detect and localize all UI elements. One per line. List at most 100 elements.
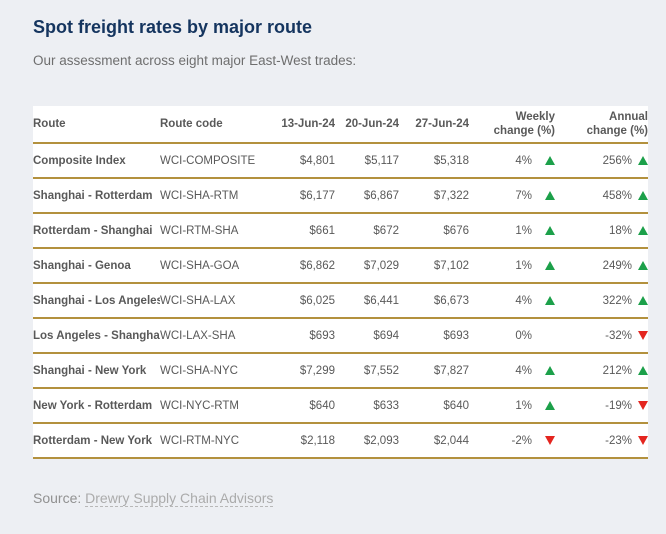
- annual-change-value: 18%: [608, 224, 632, 237]
- rate-20-jun-cell: $2,093: [363, 434, 399, 447]
- weekly-change-cell: 1%: [469, 213, 555, 248]
- rate-20-jun-cell: $694: [373, 329, 399, 342]
- route-cell: Los Angeles - Shanghai: [33, 329, 160, 342]
- weekly-change-cell: 1%: [469, 388, 555, 423]
- route-code-cell: WCI-SHA-RTM: [160, 189, 239, 202]
- weekly-change-cell: 4%: [469, 143, 555, 178]
- weekly-change-value: 7%: [515, 189, 532, 202]
- rate-13-jun-cell: $661: [309, 224, 335, 237]
- rate-27-jun-cell: $7,102: [433, 259, 469, 272]
- weekly-change-value: -2%: [511, 434, 532, 447]
- rate-20-jun-cell: $7,029: [363, 259, 399, 272]
- weekly-change-value: 4%: [515, 154, 532, 167]
- table-body: Composite Index WCI-COMPOSITE $4,801 $5,…: [33, 143, 648, 458]
- route-code-cell: WCI-NYC-RTM: [160, 399, 239, 412]
- route-cell: Composite Index: [33, 154, 126, 167]
- rate-27-jun-cell: $693: [443, 329, 469, 342]
- column-header-route: Route: [33, 118, 66, 130]
- rate-13-jun-cell: $7,299: [299, 364, 335, 377]
- table-row: New York - Rotterdam WCI-NYC-RTM $640 $6…: [33, 388, 648, 423]
- up-arrow-icon: [545, 191, 555, 200]
- up-arrow-icon: [638, 191, 648, 200]
- table-row: Composite Index WCI-COMPOSITE $4,801 $5,…: [33, 143, 648, 178]
- page-title: Spot freight rates by major route: [33, 17, 313, 37]
- up-arrow-icon: [638, 296, 648, 305]
- weekly-change-value: 4%: [515, 294, 532, 307]
- weekly-change-value: 0%: [515, 329, 532, 342]
- route-cell: Rotterdam - New York: [33, 434, 153, 447]
- source-line: Source: Drewry Supply Chain Advisors: [33, 490, 666, 507]
- rate-27-jun-cell: $6,673: [433, 294, 469, 307]
- rate-13-jun-cell: $6,177: [299, 189, 335, 202]
- annual-change-cell: -32%: [555, 318, 648, 353]
- annual-change-cell: 212%: [555, 353, 648, 388]
- annual-change-cell: 458%: [555, 178, 648, 213]
- route-cell: Shanghai - Genoa: [33, 259, 131, 272]
- annual-change-cell: -23%: [555, 423, 648, 458]
- table-header-row: Route Route code 13-Jun-24 20-Jun-24 27-…: [33, 106, 648, 143]
- table-row: Shanghai - Genoa WCI-SHA-GOA $6,862 $7,0…: [33, 248, 648, 283]
- table-row: Los Angeles - Shanghai WCI-LAX-SHA $693 …: [33, 318, 648, 353]
- down-arrow-icon: [545, 436, 555, 445]
- down-arrow-icon: [638, 331, 648, 340]
- weekly-change-value: 1%: [515, 259, 532, 272]
- route-code-cell: WCI-RTM-SHA: [160, 224, 239, 237]
- annual-change-value: 249%: [602, 259, 632, 272]
- down-arrow-icon: [638, 401, 648, 410]
- up-arrow-icon: [545, 156, 555, 165]
- column-header-20-jun-24: 20-Jun-24: [345, 118, 399, 130]
- rate-20-jun-cell: $6,867: [363, 189, 399, 202]
- route-code-cell: WCI-SHA-NYC: [160, 364, 238, 377]
- route-code-cell: WCI-SHA-LAX: [160, 294, 236, 307]
- annual-change-value: 322%: [602, 294, 632, 307]
- rate-20-jun-cell: $7,552: [363, 364, 399, 377]
- annual-change-value: 458%: [602, 189, 632, 202]
- weekly-change-value: 4%: [515, 364, 532, 377]
- rate-20-jun-cell: $633: [373, 399, 399, 412]
- weekly-change-cell: 0%: [469, 318, 555, 353]
- weekly-change-cell: 7%: [469, 178, 555, 213]
- table-row: Rotterdam - Shanghai WCI-RTM-SHA $661 $6…: [33, 213, 648, 248]
- rate-27-jun-cell: $5,318: [433, 154, 469, 167]
- weekly-change-value: 1%: [515, 224, 532, 237]
- annual-change-value: -32%: [605, 329, 632, 342]
- column-header-weekly-change: Weekly change (%): [493, 111, 555, 137]
- column-header-route-code: Route code: [160, 118, 223, 130]
- rate-13-jun-cell: $640: [309, 399, 335, 412]
- rate-13-jun-cell: $693: [309, 329, 335, 342]
- annual-change-value: 212%: [602, 364, 632, 377]
- route-cell: Shanghai - Rotterdam: [33, 189, 153, 202]
- source-link[interactable]: Drewry Supply Chain Advisors: [85, 490, 274, 507]
- rate-13-jun-cell: $6,862: [299, 259, 335, 272]
- up-arrow-icon: [638, 366, 648, 375]
- up-arrow-icon: [638, 226, 648, 235]
- page: Spot freight rates by major route Our as…: [33, 17, 666, 507]
- annual-change-cell: 249%: [555, 248, 648, 283]
- weekly-change-cell: 1%: [469, 248, 555, 283]
- freight-rates-table: Route Route code 13-Jun-24 20-Jun-24 27-…: [33, 106, 648, 459]
- rate-27-jun-cell: $676: [443, 224, 469, 237]
- route-code-cell: WCI-LAX-SHA: [160, 329, 236, 342]
- up-arrow-icon: [545, 296, 555, 305]
- up-arrow-icon: [545, 366, 555, 375]
- up-arrow-icon: [545, 401, 555, 410]
- rate-13-jun-cell: $4,801: [299, 154, 335, 167]
- table-row: Rotterdam - New York WCI-RTM-NYC $2,118 …: [33, 423, 648, 458]
- source-label: Source:: [33, 490, 82, 506]
- rate-13-jun-cell: $2,118: [300, 434, 335, 447]
- weekly-change-cell: 4%: [469, 283, 555, 318]
- route-code-cell: WCI-RTM-NYC: [160, 434, 239, 447]
- annual-change-cell: -19%: [555, 388, 648, 423]
- route-cell: Shanghai - New York: [33, 364, 147, 377]
- up-arrow-icon: [545, 261, 555, 270]
- annual-change-cell: 256%: [555, 143, 648, 178]
- no-arrow: [545, 331, 555, 340]
- down-arrow-icon: [638, 436, 648, 445]
- table-row: Shanghai - Rotterdam WCI-SHA-RTM $6,177 …: [33, 178, 648, 213]
- weekly-change-cell: 4%: [469, 353, 555, 388]
- rate-27-jun-cell: $2,044: [433, 434, 469, 447]
- route-cell: Rotterdam - Shanghai: [33, 224, 153, 237]
- route-code-cell: WCI-SHA-GOA: [160, 259, 240, 272]
- rate-20-jun-cell: $5,117: [364, 154, 399, 167]
- annual-change-value: -23%: [605, 434, 632, 447]
